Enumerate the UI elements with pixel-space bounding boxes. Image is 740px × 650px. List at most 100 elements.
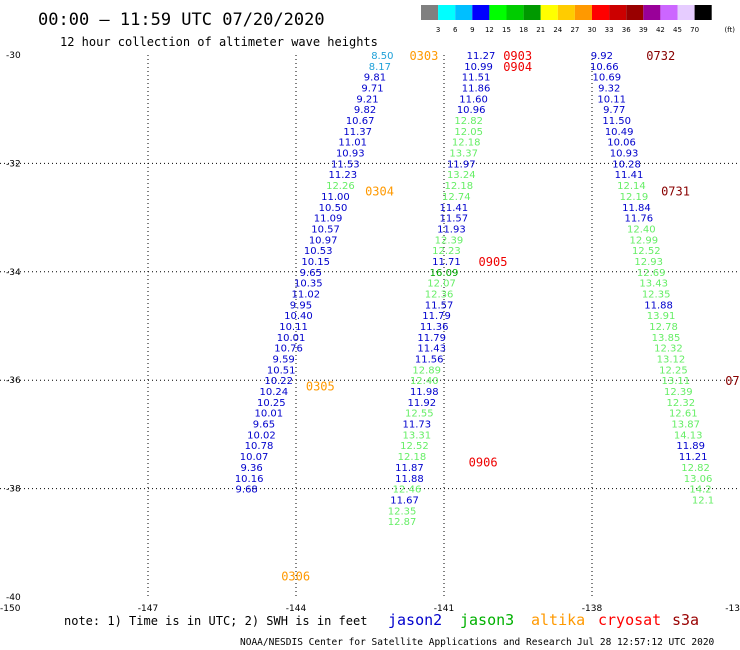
wave-height-label: 12.05 — [454, 127, 483, 138]
pass-time-label: 0304 — [365, 185, 394, 199]
wave-height-label: 12.07 — [427, 279, 456, 290]
wave-height-label: 10.01 — [255, 409, 284, 420]
color-scale-swatch — [677, 5, 695, 20]
wave-height-label: 11.79 — [417, 333, 446, 344]
wave-height-label: 10.57 — [311, 224, 340, 235]
wave-height-label: 12.26 — [326, 181, 355, 192]
wave-height-label: 10.49 — [605, 127, 634, 138]
wave-height-label: 11.53 — [331, 159, 360, 170]
chart-title: 00:00 – 11:59 UTC 07/20/2020 — [38, 10, 325, 30]
wave-height-label: 13.87 — [671, 420, 700, 431]
wave-height-label: 9.36 — [240, 463, 262, 474]
wave-height-label: 12.35 — [642, 289, 671, 300]
wave-height-label: 12.40 — [410, 376, 439, 387]
wave-height-label: 13.31 — [403, 430, 432, 441]
pass-time-label: 0303 — [409, 49, 438, 63]
wave-height-label: 11.43 — [417, 344, 446, 355]
wave-height-label: 10.06 — [607, 138, 636, 149]
wave-height-label: 11.92 — [407, 398, 436, 409]
wave-height-label: 12.55 — [405, 409, 434, 420]
wave-height-label: 9.65 — [300, 268, 322, 279]
wave-height-label: 11.89 — [676, 441, 705, 452]
wave-height-label: 12.39 — [435, 235, 464, 246]
wave-height-label: 11.86 — [462, 84, 491, 95]
wave-height-label: 13.37 — [449, 149, 478, 160]
pass-time-label: 0732 — [646, 49, 675, 63]
wave-height-label: 12.82 — [681, 463, 710, 474]
color-scale-swatch — [455, 5, 473, 20]
wave-height-label: 12.87 — [388, 517, 417, 528]
wave-height-label: 9.82 — [354, 105, 376, 116]
wave-height-label: 12.25 — [659, 365, 688, 376]
wave-height-label: 10.97 — [309, 235, 338, 246]
wave-height-label: 12.18 — [398, 452, 427, 463]
wave-height-label: 11.51 — [462, 73, 491, 84]
wave-height-label: 12.36 — [425, 289, 454, 300]
color-scale-swatch — [506, 5, 524, 20]
wave-height-label: 13.06 — [684, 474, 713, 485]
wave-height-label: 10.76 — [274, 344, 303, 355]
wave-height-label: 11.02 — [292, 289, 321, 300]
wave-height-label: 11.37 — [343, 127, 372, 138]
grid-lines — [0, 55, 740, 597]
x-tick-label: -13 — [725, 604, 740, 614]
color-scale-level: 45 — [673, 26, 682, 34]
wave-height-label: 10.40 — [284, 311, 313, 322]
wave-height-label: 13.12 — [657, 355, 686, 366]
wave-height-label: 10.66 — [590, 62, 619, 73]
y-tick-label: -38 — [6, 485, 21, 495]
wave-height-label: 10.02 — [247, 430, 276, 441]
color-scale-level: 21 — [536, 26, 545, 34]
wave-height-label: 10.96 — [457, 105, 486, 116]
wave-height-label: 10.25 — [257, 398, 286, 409]
wave-height-label: 11.60 — [459, 94, 488, 105]
legend-entry: cryosat — [598, 611, 661, 629]
wave-height-label: 11.41 — [615, 170, 644, 181]
wave-height-label: 10.11 — [597, 94, 626, 105]
wave-height-label: 10.69 — [592, 73, 621, 84]
legend-entry: jason2 — [388, 611, 442, 629]
wave-height-label: 14.13 — [674, 430, 703, 441]
wave-height-label: 11.23 — [329, 170, 358, 181]
wave-height-label: 12.40 — [627, 224, 656, 235]
wave-height-label: 10.50 — [319, 203, 348, 214]
x-tick-label: -147 — [138, 604, 158, 614]
wave-height-label: 12.18 — [444, 181, 473, 192]
wave-height-label: 9.68 — [236, 485, 258, 496]
color-scale-swatch — [472, 5, 490, 20]
wave-height-label: 12.18 — [452, 138, 481, 149]
wave-height-label: 12.74 — [442, 192, 471, 203]
legend-entry: altika — [531, 611, 585, 629]
wave-height-label: 10.22 — [264, 376, 293, 387]
legend-entry: s3a — [672, 611, 699, 629]
wave-height-label: 9.21 — [356, 94, 378, 105]
wave-height-label: 10.24 — [259, 387, 288, 398]
wave-height-label: 10.07 — [240, 452, 269, 463]
pass-time-label: 0305 — [306, 380, 335, 394]
axis-tick-labels: -30 -32 -34 -36 -38 -40-150 -147 -144 -141 -138 -1… — [0, 51, 740, 614]
wave-height-label: 10.93 — [336, 149, 365, 160]
wave-height-label: 11.87 — [395, 463, 424, 474]
color-scale-swatch — [626, 5, 644, 20]
wave-height-label: 11.57 — [440, 214, 469, 225]
footer-credit: NOAA/NESDIS Center for Satellite Applica… — [240, 637, 572, 648]
wave-height-label: 9.65 — [253, 420, 275, 431]
wave-height-label: 9.71 — [361, 84, 383, 95]
color-scale-swatch — [523, 5, 541, 20]
x-tick-label: -138 — [582, 604, 603, 614]
wave-height-label: 16.09 — [430, 268, 459, 279]
color-scale-level: 15 — [502, 26, 511, 34]
wave-height-label: 8.17 — [369, 62, 391, 73]
wave-height-label: 10.35 — [294, 279, 323, 290]
wave-height-label: 12.52 — [400, 441, 429, 452]
wave-height-label: 11.76 — [625, 214, 654, 225]
chart-subtitle: 12 hour collection of altimeter wave hei… — [60, 35, 378, 49]
wave-height-label: 12.39 — [664, 387, 693, 398]
wave-height-label: 10.93 — [610, 149, 639, 160]
wave-height-label: 12.32 — [654, 344, 683, 355]
wave-height-label: 9.77 — [603, 105, 625, 116]
wave-height-label: 12.82 — [454, 116, 483, 127]
color-scale-swatch — [438, 5, 456, 20]
color-scale-level: 30 — [588, 26, 597, 34]
color-scale-level: 33 — [605, 26, 614, 34]
